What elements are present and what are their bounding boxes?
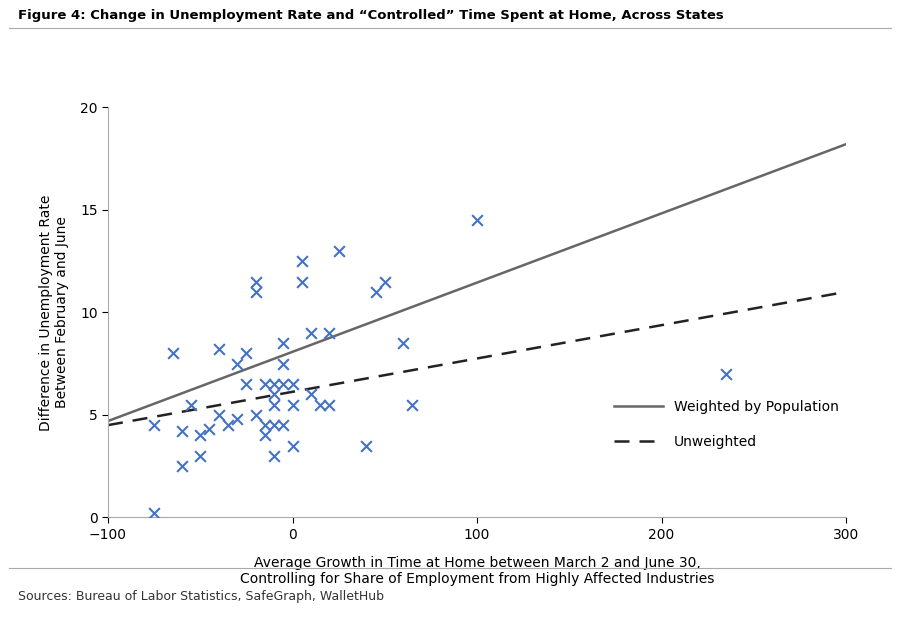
Point bbox=[266, 451, 281, 461]
Point bbox=[378, 276, 392, 286]
Point bbox=[266, 420, 281, 430]
Y-axis label: Difference in Unemployment Rate
Between February and June: Difference in Unemployment Rate Between … bbox=[39, 194, 68, 430]
Point bbox=[285, 440, 300, 451]
Point bbox=[193, 430, 207, 440]
Point bbox=[276, 338, 291, 348]
Point bbox=[303, 327, 319, 338]
Point bbox=[396, 338, 410, 348]
Point bbox=[193, 451, 207, 461]
Point bbox=[230, 414, 245, 424]
Point bbox=[248, 410, 263, 420]
Point bbox=[248, 276, 263, 286]
Point bbox=[294, 256, 309, 266]
Point bbox=[266, 389, 281, 399]
Point bbox=[257, 379, 272, 389]
Point bbox=[322, 327, 337, 338]
Point bbox=[230, 358, 245, 369]
Point bbox=[294, 276, 309, 286]
Point bbox=[212, 410, 226, 420]
Point bbox=[276, 358, 291, 369]
Point bbox=[470, 215, 484, 225]
Point bbox=[147, 420, 161, 430]
Point bbox=[313, 399, 328, 410]
Point bbox=[303, 389, 319, 399]
Text: Sources: Bureau of Labor Statistics, SafeGraph, WalletHub: Sources: Bureau of Labor Statistics, Saf… bbox=[18, 590, 384, 603]
Point bbox=[166, 348, 180, 358]
Point bbox=[405, 399, 419, 410]
Point bbox=[257, 430, 272, 440]
Point bbox=[276, 420, 291, 430]
Point bbox=[322, 399, 337, 410]
Point bbox=[276, 379, 291, 389]
Point bbox=[239, 348, 254, 358]
Point bbox=[285, 379, 300, 389]
Point bbox=[175, 427, 189, 437]
Point bbox=[184, 399, 198, 410]
Point bbox=[719, 369, 733, 379]
Point bbox=[359, 440, 374, 451]
Point bbox=[202, 424, 217, 434]
Point bbox=[212, 344, 226, 354]
Text: Figure 4: Change in Unemployment Rate and “Controlled” Time Spent at Home, Acros: Figure 4: Change in Unemployment Rate an… bbox=[18, 9, 724, 22]
Point bbox=[331, 245, 346, 256]
Point bbox=[248, 286, 263, 297]
X-axis label: Average Growth in Time at Home between March 2 and June 30,
Controlling for Shar: Average Growth in Time at Home between M… bbox=[239, 556, 715, 586]
Point bbox=[266, 379, 281, 389]
Point bbox=[266, 399, 281, 410]
Point bbox=[368, 286, 382, 297]
Point bbox=[285, 399, 300, 410]
Legend: Weighted by Population, Unweighted: Weighted by Population, Unweighted bbox=[615, 400, 839, 449]
Point bbox=[239, 379, 254, 389]
Point bbox=[257, 420, 272, 430]
Point bbox=[220, 420, 235, 430]
Point bbox=[175, 461, 189, 471]
Point bbox=[147, 509, 161, 519]
